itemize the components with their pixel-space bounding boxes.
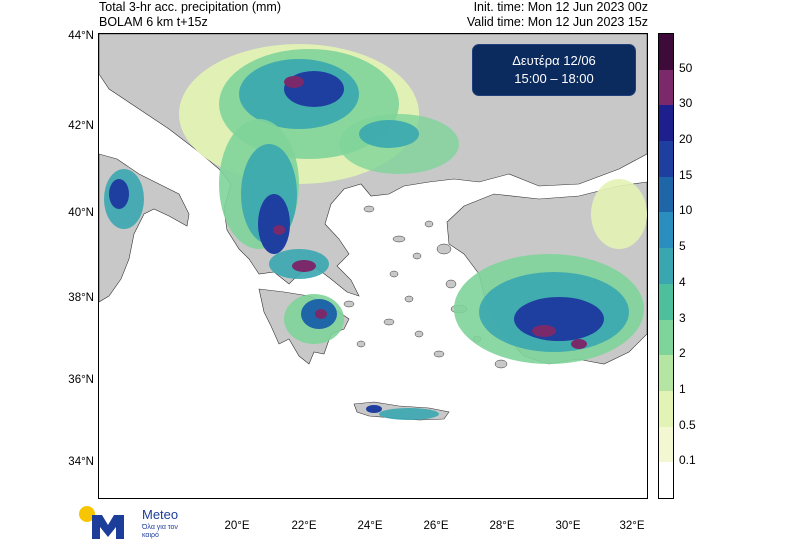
colorbar-segment xyxy=(659,462,673,498)
colorbar-segment xyxy=(659,105,673,142)
model-label: BOLAM 6 km t+15z xyxy=(99,15,208,29)
colorbar-label: 3 xyxy=(679,310,686,325)
lat-label-34: 34°N xyxy=(68,456,94,468)
lat-label-44: 44°N xyxy=(68,30,94,42)
lat-label-42: 42°N xyxy=(68,120,94,132)
colorbar-label: 10 xyxy=(679,203,693,218)
colorbar-segment xyxy=(659,390,673,427)
aegean-islands xyxy=(343,205,508,369)
header-right: Init. time: Mon 12 Jun 2023 00z Valid ti… xyxy=(467,0,648,30)
logo-tagline: Όλα για τον καιρό xyxy=(142,524,178,539)
colorbar-segment xyxy=(659,176,673,213)
colorbar-label: 50 xyxy=(679,60,693,75)
sun-icon xyxy=(79,506,95,522)
precipitation-map xyxy=(98,33,648,499)
time-window-badge: Δευτέρα 12/06 15:00 – 18:00 xyxy=(472,44,636,96)
colorbar-segment xyxy=(659,69,673,106)
lon-label-26: 26°E xyxy=(423,520,449,532)
colorbar-segment xyxy=(659,426,673,463)
colorbar-label: 30 xyxy=(679,96,693,111)
colorbar-segment xyxy=(659,355,673,391)
lon-label-28: 28°E xyxy=(489,520,515,532)
colorbar-segment xyxy=(659,319,673,356)
colorbar-segment xyxy=(659,212,673,249)
lat-label-40: 40°N xyxy=(68,207,94,219)
map-svg xyxy=(99,34,647,498)
colorbar-label: 4 xyxy=(679,274,686,289)
colorbar-label: 2 xyxy=(679,346,686,361)
meteo-logo-icon xyxy=(79,506,124,539)
lon-label-22: 22°E xyxy=(291,520,317,532)
map-title: Total 3-hr acc. precipitation (mm) xyxy=(99,0,282,14)
badge-day: Δευτέρα 12/06 xyxy=(512,53,596,68)
lon-label-20: 20°E xyxy=(224,520,250,532)
lat-label-36: 36°N xyxy=(68,374,94,386)
colorbar-label: 15 xyxy=(679,167,693,182)
colorbar-label: 20 xyxy=(679,132,693,147)
lon-label-30: 30°E xyxy=(555,520,581,532)
colorbar-label: 0.1 xyxy=(679,453,696,468)
colorbar-label: 0.5 xyxy=(679,417,696,432)
colorbar-label: 5 xyxy=(679,239,686,254)
lon-label-24: 24°E xyxy=(357,520,383,532)
colorbar-segment xyxy=(659,141,673,177)
colorbar-segment xyxy=(659,248,673,284)
precipitation-field xyxy=(104,44,647,420)
colorbar xyxy=(658,33,674,499)
init-time: Init. time: Mon 12 Jun 2023 00z xyxy=(473,0,648,14)
lon-label-32: 32°E xyxy=(619,520,645,532)
colorbar-segment xyxy=(659,34,673,70)
colorbar-segment xyxy=(659,283,673,320)
header-left: Total 3-hr acc. precipitation (mm) BOLAM… xyxy=(99,0,281,30)
lat-label-38: 38°N xyxy=(68,292,94,304)
logo-name: Meteo xyxy=(142,507,179,522)
colorbar-label: 1 xyxy=(679,381,686,396)
badge-hours: 15:00 – 18:00 xyxy=(514,71,594,86)
valid-time: Valid time: Mon 12 Jun 2023 15z xyxy=(466,15,648,29)
